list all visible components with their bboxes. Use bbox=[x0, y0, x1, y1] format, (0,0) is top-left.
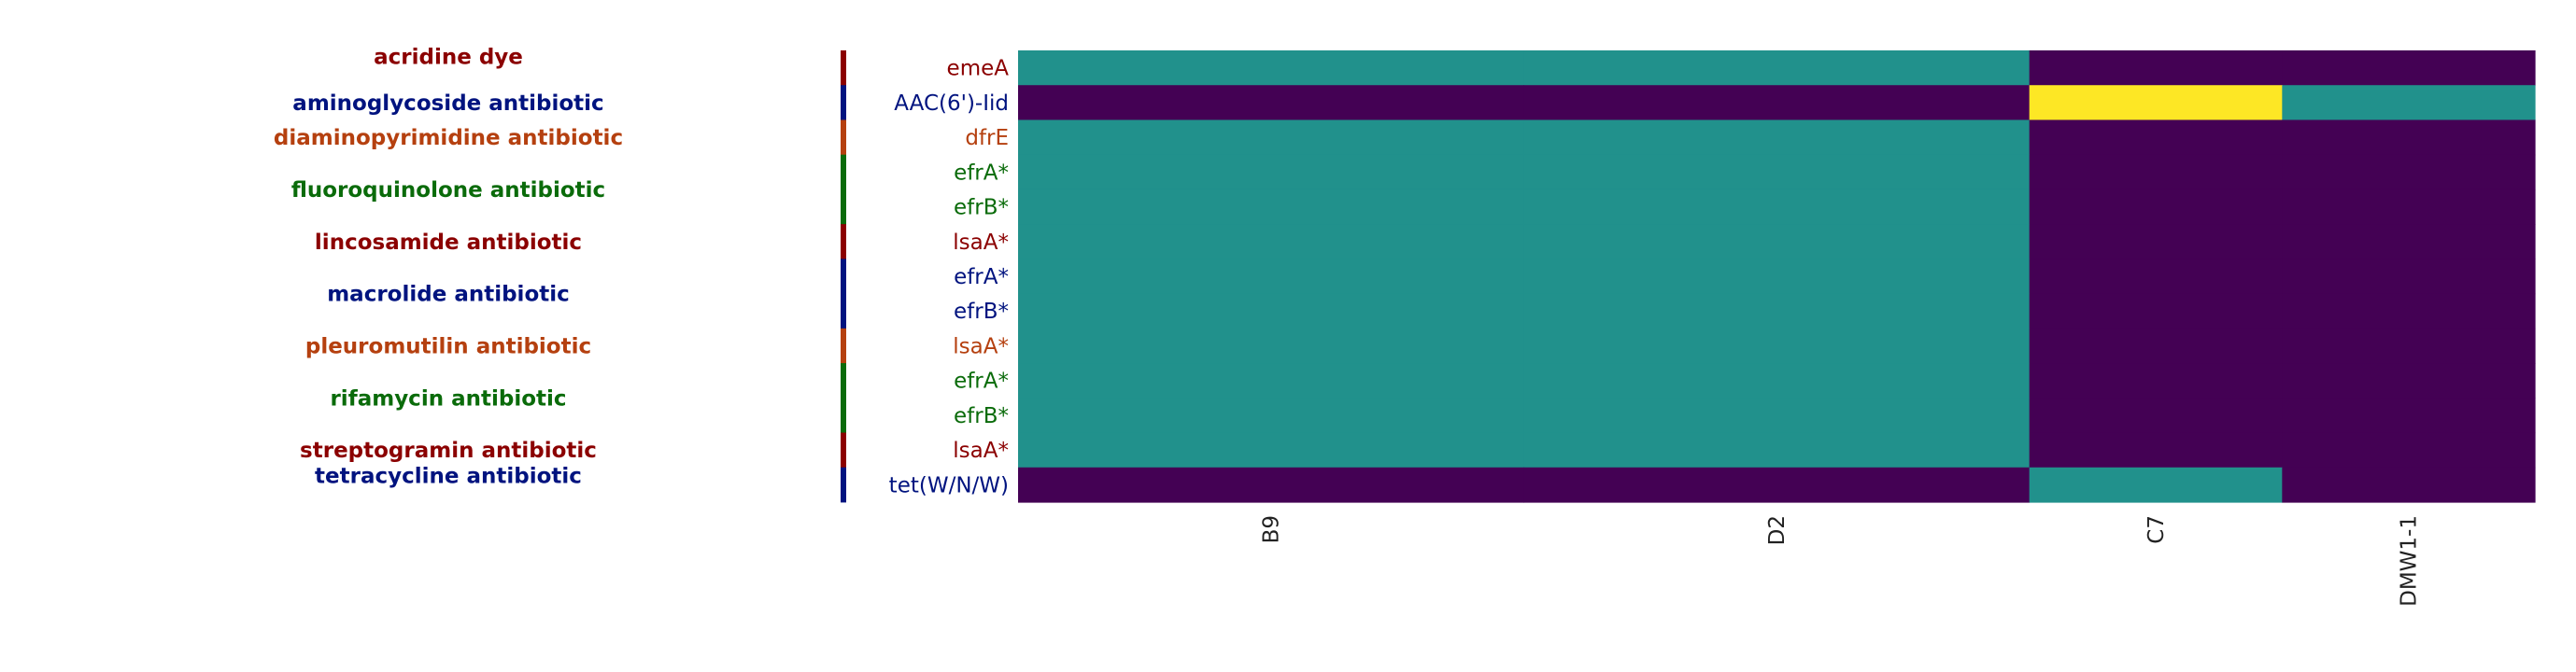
heatmap-cell bbox=[2029, 467, 2283, 503]
heatmap-cell bbox=[1523, 154, 2031, 190]
heatmap-cell bbox=[2029, 224, 2283, 259]
heatmap-cell bbox=[2029, 50, 2283, 86]
heatmap-cell bbox=[1523, 293, 2031, 329]
heatmap-cell bbox=[2029, 363, 2283, 399]
class-label: rifamycin antibiotic bbox=[330, 386, 566, 411]
heatmap-cell bbox=[1018, 50, 1524, 86]
heatmap-cell bbox=[2282, 432, 2536, 469]
heatmap-cell bbox=[1018, 328, 1524, 364]
heatmap-cell bbox=[2282, 398, 2536, 434]
row-label: lsaA* bbox=[953, 439, 1009, 463]
class-color-bar bbox=[841, 154, 846, 225]
heatmap-cell bbox=[2282, 293, 2536, 329]
heatmap-cell bbox=[2029, 259, 2283, 295]
heatmap-cell bbox=[1018, 363, 1524, 399]
class-label: aminoglycoside antibiotic bbox=[292, 91, 603, 116]
class-label: fluoroquinolone antibiotic bbox=[291, 178, 605, 203]
heatmap-cell bbox=[1523, 259, 2031, 295]
class-color-bar bbox=[841, 259, 846, 329]
heatmap-cell bbox=[1523, 85, 2031, 121]
row-label: efrB* bbox=[954, 300, 1009, 324]
class-color-bar bbox=[841, 467, 846, 503]
class-color-bar bbox=[841, 50, 846, 86]
heatmap-cell bbox=[2282, 328, 2536, 364]
row-label: efrA* bbox=[954, 265, 1009, 289]
heatmap-cell bbox=[1523, 50, 2031, 86]
class-color-bars bbox=[841, 50, 846, 503]
heatmap-cell bbox=[1018, 85, 1524, 121]
heatmap-cell bbox=[2282, 189, 2536, 225]
heatmap-cell bbox=[2282, 50, 2536, 86]
heatmap-cell bbox=[2029, 432, 2283, 469]
class-color-bar bbox=[841, 119, 846, 156]
row-label: efrB* bbox=[954, 196, 1009, 220]
class-color-bar bbox=[841, 85, 846, 120]
column-labels: B9 D2 C7 DMW1-1 bbox=[1260, 515, 2422, 607]
row-label: lsaA* bbox=[953, 231, 1009, 255]
row-label: AAC(6')-Iid bbox=[894, 91, 1009, 116]
class-label: streptogramin antibiotic bbox=[300, 439, 597, 463]
heatmap-cells bbox=[1018, 50, 2536, 503]
heatmap-cell bbox=[2282, 119, 2536, 156]
heatmap-cell bbox=[1523, 224, 2031, 259]
heatmap-cell bbox=[1523, 467, 2031, 503]
heatmap-cell bbox=[2029, 398, 2283, 434]
class-label: lincosamide antibiotic bbox=[315, 231, 582, 255]
column-label: DMW1-1 bbox=[2398, 515, 2422, 607]
heatmap-cell bbox=[2029, 85, 2283, 121]
class-color-bar bbox=[841, 224, 846, 259]
heatmap-cell bbox=[2282, 224, 2536, 259]
row-label: efrA* bbox=[954, 161, 1009, 185]
row-labels: emeA AAC(6')-Iid dfrE efrA* efrB* lsaA* efrA* e… bbox=[889, 57, 1010, 498]
class-label: macrolide antibiotic bbox=[327, 283, 570, 307]
heatmap-cell bbox=[2282, 363, 2536, 399]
heatmap-cell bbox=[2029, 189, 2283, 225]
heatmap-cell bbox=[1018, 398, 1524, 434]
heatmap-cell bbox=[1018, 189, 1524, 225]
heatmap-cell bbox=[1018, 224, 1524, 259]
heatmap-cell bbox=[1523, 328, 2031, 364]
class-label: pleuromutilin antibiotic bbox=[305, 334, 591, 358]
heatmap-cell bbox=[2029, 293, 2283, 329]
heatmap-cell bbox=[1523, 398, 2031, 434]
row-label: emeA bbox=[947, 57, 1010, 81]
class-label: diaminopyrimidine antibiotic bbox=[274, 126, 623, 150]
row-label: efrA* bbox=[954, 370, 1009, 394]
heatmap-cell bbox=[2029, 328, 2283, 364]
heatmap-cell bbox=[1018, 259, 1524, 295]
heatmap-cell bbox=[1018, 293, 1524, 329]
heatmap-cell bbox=[2282, 85, 2536, 121]
column-label: C7 bbox=[2144, 515, 2169, 544]
class-labels: acridine dye aminoglycoside antibiotic dia… bbox=[274, 46, 623, 489]
heatmap-cell bbox=[2282, 154, 2536, 190]
heatmap-cell bbox=[1523, 189, 2031, 225]
column-label: B9 bbox=[1260, 515, 1284, 543]
heatmap-cell bbox=[1018, 467, 1524, 503]
heatmap-cell bbox=[2282, 259, 2536, 295]
class-label: acridine dye bbox=[374, 46, 523, 70]
heatmap-cell bbox=[1523, 432, 2031, 469]
column-label: D2 bbox=[1765, 515, 1790, 545]
row-label: lsaA* bbox=[953, 334, 1009, 358]
class-color-bar bbox=[841, 432, 846, 469]
heatmap-cell bbox=[1523, 119, 2031, 156]
row-label: dfrE bbox=[965, 126, 1009, 150]
heatmap-cell bbox=[2029, 154, 2283, 190]
heatmap-cell bbox=[1523, 363, 2031, 399]
class-color-bar bbox=[841, 328, 846, 364]
heatmap-cell bbox=[1018, 154, 1524, 190]
heatmap-cell bbox=[1018, 119, 1524, 156]
class-color-bar bbox=[841, 363, 846, 433]
heatmap-cell bbox=[2029, 119, 2283, 156]
class-label: tetracycline antibiotic bbox=[315, 464, 582, 488]
row-label: efrB* bbox=[954, 404, 1009, 428]
heatmap-cell bbox=[2282, 467, 2536, 503]
heatmap-cell bbox=[1018, 432, 1524, 469]
row-label: tet(W/N/W) bbox=[889, 473, 1009, 497]
